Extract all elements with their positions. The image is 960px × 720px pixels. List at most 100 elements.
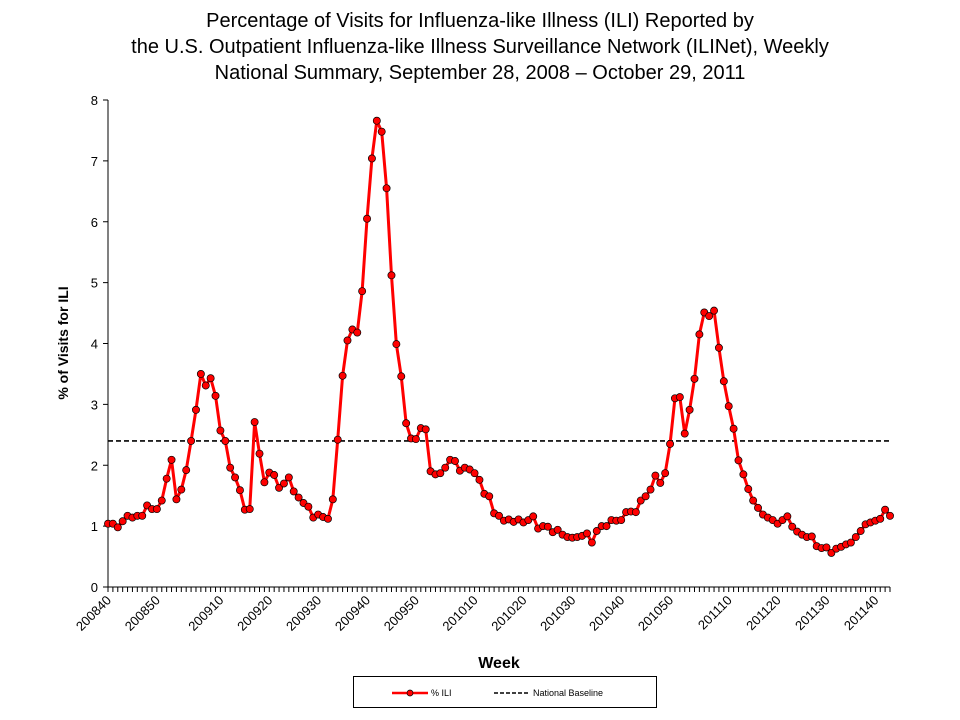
ili-data-point bbox=[685, 405, 694, 414]
ili-data-point bbox=[631, 508, 640, 517]
ili-data-point bbox=[367, 154, 376, 163]
ili-data-point bbox=[729, 424, 738, 433]
y-axis-title: % of Visits for ILI bbox=[55, 286, 71, 399]
ili-data-point bbox=[680, 429, 689, 438]
ili-data-point bbox=[201, 381, 210, 390]
x-tick-label: 201040 bbox=[586, 593, 627, 634]
ili-data-point bbox=[333, 435, 342, 444]
ili-data-point bbox=[705, 312, 714, 321]
y-tick-label: 5 bbox=[91, 276, 98, 291]
x-tick-label: 200920 bbox=[234, 593, 275, 634]
ili-data-point bbox=[666, 439, 675, 448]
ili-data-point bbox=[734, 456, 743, 465]
ili-data-point bbox=[851, 533, 860, 542]
ili-data-point bbox=[323, 514, 332, 523]
ili-data-point bbox=[397, 372, 406, 381]
y-tick-label: 4 bbox=[91, 337, 98, 352]
x-tick-label: 200840 bbox=[73, 593, 114, 634]
ili-data-point bbox=[245, 505, 254, 514]
y-tick-label: 8 bbox=[91, 93, 98, 108]
ili-data-point bbox=[714, 343, 723, 352]
ili-data-point bbox=[172, 495, 181, 504]
ili-data-point bbox=[807, 532, 816, 541]
ili-data-point bbox=[846, 538, 855, 547]
title-line-1: Percentage of Visits for Influenza-like … bbox=[206, 10, 754, 32]
ili-data-point bbox=[402, 419, 411, 428]
ili-data-point bbox=[250, 418, 259, 426]
ili-data-point bbox=[475, 475, 484, 484]
title-line-3: National Summary, September 28, 2008 – O… bbox=[214, 62, 746, 84]
ili-data-point bbox=[280, 479, 288, 488]
ili-data-point bbox=[822, 543, 831, 552]
legend-ili-swatch bbox=[392, 689, 428, 697]
ili-data-point bbox=[710, 306, 719, 315]
legend-ili-label: % ILI bbox=[431, 688, 452, 698]
ili-data-point bbox=[656, 478, 665, 487]
x-tick-label: 201110 bbox=[695, 593, 735, 633]
title-line-2: the U.S. Outpatient Influenza-like Illne… bbox=[131, 36, 829, 58]
ili-data-point bbox=[157, 496, 166, 505]
ili-data-point bbox=[441, 463, 450, 472]
ili-data-point bbox=[206, 374, 215, 383]
legend-baseline-label: National Baseline bbox=[533, 688, 604, 698]
ili-data-point bbox=[529, 512, 538, 521]
ili-data-point bbox=[451, 457, 459, 465]
ili-data-point bbox=[744, 485, 753, 493]
ili-data-point bbox=[690, 374, 699, 383]
ili-data-point bbox=[260, 478, 269, 487]
ili-data-point bbox=[182, 466, 191, 475]
ili-data-point bbox=[392, 340, 401, 349]
x-tick-label: 200910 bbox=[185, 593, 226, 634]
ili-data-point bbox=[294, 493, 303, 502]
ili-data-point bbox=[876, 514, 885, 523]
legend-item-baseline: National Baseline bbox=[494, 688, 603, 698]
y-tick-label: 3 bbox=[91, 397, 98, 412]
ili-data-point bbox=[372, 116, 381, 125]
ili-data-point bbox=[363, 214, 371, 223]
ili-data-point bbox=[886, 511, 894, 520]
y-tick-label: 2 bbox=[91, 458, 98, 473]
ili-data-point bbox=[289, 487, 298, 496]
ili-data-point bbox=[783, 512, 792, 521]
ili-data-point bbox=[187, 436, 196, 445]
ili-data-point bbox=[192, 405, 200, 414]
x-tick-label: 201130 bbox=[792, 593, 833, 634]
ili-data-point bbox=[661, 469, 670, 478]
ili-data-point bbox=[162, 474, 171, 483]
ili-data-point bbox=[553, 525, 562, 534]
ili-data-point bbox=[646, 485, 655, 494]
ili-data-point bbox=[221, 436, 230, 445]
x-tick-label: 201050 bbox=[635, 593, 676, 634]
x-axis-title: Week bbox=[478, 655, 520, 672]
ili-line bbox=[108, 119, 892, 555]
ili-data-point bbox=[196, 369, 205, 378]
y-tick-label: 1 bbox=[91, 519, 98, 534]
ili-data-point bbox=[353, 328, 362, 337]
ili-data-point bbox=[749, 496, 758, 505]
ili-data-point bbox=[216, 426, 225, 435]
ili-data-point bbox=[739, 470, 748, 479]
ili-data-point bbox=[304, 502, 313, 511]
x-tick-label: 201140 bbox=[841, 593, 882, 634]
x-tick-label: 201020 bbox=[488, 593, 529, 634]
ili-data-point bbox=[382, 184, 391, 193]
ili-data-point bbox=[421, 425, 430, 434]
ili-data-point bbox=[231, 473, 240, 482]
ili-data-point bbox=[587, 538, 596, 547]
ili-data-point bbox=[436, 469, 445, 478]
y-tick-label: 6 bbox=[91, 215, 98, 230]
x-tick-label: 201010 bbox=[439, 593, 480, 634]
ili-data-point bbox=[602, 522, 611, 531]
ili-data-point bbox=[543, 522, 552, 531]
ili-data-point bbox=[754, 503, 762, 512]
ili-data-point bbox=[138, 511, 147, 520]
ili-data-point bbox=[236, 486, 244, 495]
ili-data-point bbox=[856, 527, 865, 535]
legend-item-ili: % ILI bbox=[392, 688, 452, 698]
chart-title: Percentage of Visits for Influenza-like … bbox=[0, 8, 960, 86]
x-tick-label: 200850 bbox=[122, 593, 163, 634]
ili-data-point bbox=[211, 391, 220, 400]
ili-data-point bbox=[113, 523, 122, 532]
ili-data-point bbox=[485, 492, 494, 501]
